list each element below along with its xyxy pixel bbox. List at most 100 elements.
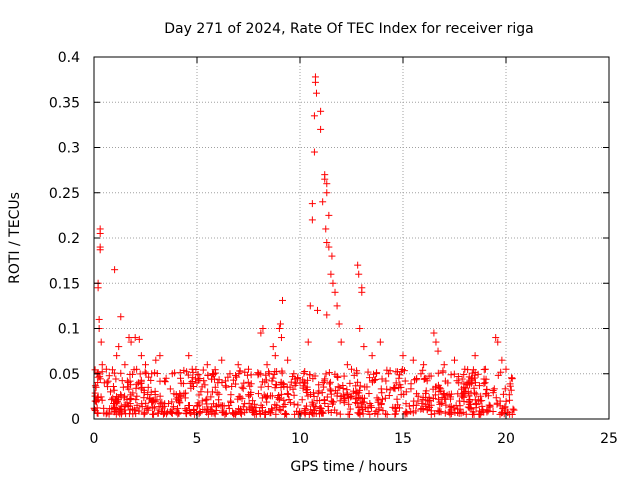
data-point	[108, 396, 116, 404]
data-point	[194, 370, 202, 378]
data-point	[91, 389, 99, 397]
data-point	[275, 406, 283, 414]
data-point	[184, 371, 192, 379]
data-point	[203, 361, 211, 369]
data-point	[272, 381, 280, 389]
data-points	[90, 73, 518, 418]
data-point	[401, 377, 409, 385]
data-point	[117, 392, 125, 400]
data-point	[459, 408, 467, 416]
data-point	[337, 392, 345, 400]
data-point	[481, 379, 489, 387]
data-point	[269, 374, 277, 382]
data-point	[208, 407, 216, 415]
data-point	[245, 392, 253, 400]
data-point	[301, 406, 309, 414]
data-point	[143, 405, 151, 413]
data-point	[257, 383, 265, 391]
data-point	[156, 352, 164, 360]
data-point	[490, 385, 498, 393]
data-point	[272, 404, 280, 412]
data-point	[124, 383, 132, 391]
data-point	[97, 338, 105, 346]
data-point	[333, 409, 341, 417]
data-point	[321, 375, 329, 383]
data-point	[441, 395, 449, 403]
data-point	[442, 401, 450, 409]
data-point	[497, 368, 505, 376]
data-point	[91, 366, 99, 374]
data-point	[336, 410, 344, 418]
data-point	[403, 410, 411, 418]
data-point	[356, 410, 364, 418]
data-point	[299, 384, 307, 392]
data-point	[184, 402, 192, 410]
data-point	[360, 398, 368, 406]
data-point	[370, 376, 378, 384]
data-point	[501, 385, 509, 393]
data-point	[348, 392, 356, 400]
data-point	[138, 383, 146, 391]
data-point	[278, 367, 286, 375]
data-point	[492, 334, 500, 342]
data-point	[105, 372, 113, 380]
data-point	[392, 410, 400, 418]
x-tick-label: 5	[193, 431, 202, 447]
data-point	[329, 279, 337, 287]
data-point	[311, 372, 319, 380]
data-point	[327, 397, 335, 405]
data-point	[130, 366, 138, 374]
data-point	[358, 288, 366, 296]
data-point	[462, 384, 470, 392]
data-point	[247, 388, 255, 396]
data-point	[290, 400, 298, 408]
data-point	[286, 399, 294, 407]
data-point	[328, 252, 336, 260]
data-point	[434, 407, 442, 415]
data-point	[141, 409, 149, 417]
data-point	[141, 368, 149, 376]
data-point	[436, 384, 444, 392]
data-point	[483, 386, 491, 394]
data-point	[326, 380, 334, 388]
data-point	[181, 394, 189, 402]
data-point	[508, 374, 516, 382]
data-point	[300, 408, 308, 416]
data-point	[427, 410, 435, 418]
y-tick-label: 0.3	[58, 141, 80, 157]
data-point	[363, 383, 371, 391]
data-point	[259, 325, 267, 332]
plot-frame	[93, 56, 610, 420]
data-point	[96, 225, 104, 233]
data-point	[284, 356, 292, 364]
data-point	[202, 396, 210, 404]
y-tick-label: 0.15	[49, 276, 80, 292]
data-point	[434, 395, 442, 403]
data-point	[301, 368, 309, 376]
data-point	[202, 408, 210, 416]
data-point	[207, 393, 215, 401]
data-point	[280, 396, 288, 404]
data-point	[447, 406, 455, 414]
data-point	[319, 379, 327, 387]
data-point	[232, 380, 240, 388]
data-point	[199, 366, 207, 374]
data-point	[499, 390, 507, 398]
data-point	[149, 403, 157, 411]
data-point	[257, 329, 265, 337]
data-point	[441, 377, 449, 385]
data-point	[474, 370, 482, 378]
data-point	[427, 401, 435, 409]
data-point	[127, 391, 135, 399]
data-point	[95, 315, 103, 323]
data-point	[98, 361, 106, 369]
data-point	[472, 404, 480, 412]
data-point	[277, 378, 285, 386]
data-point	[484, 407, 492, 415]
data-point	[213, 389, 221, 397]
data-point	[177, 379, 185, 387]
data-point	[394, 401, 402, 409]
data-point	[225, 404, 233, 412]
data-point	[185, 352, 193, 360]
data-point	[277, 390, 285, 398]
